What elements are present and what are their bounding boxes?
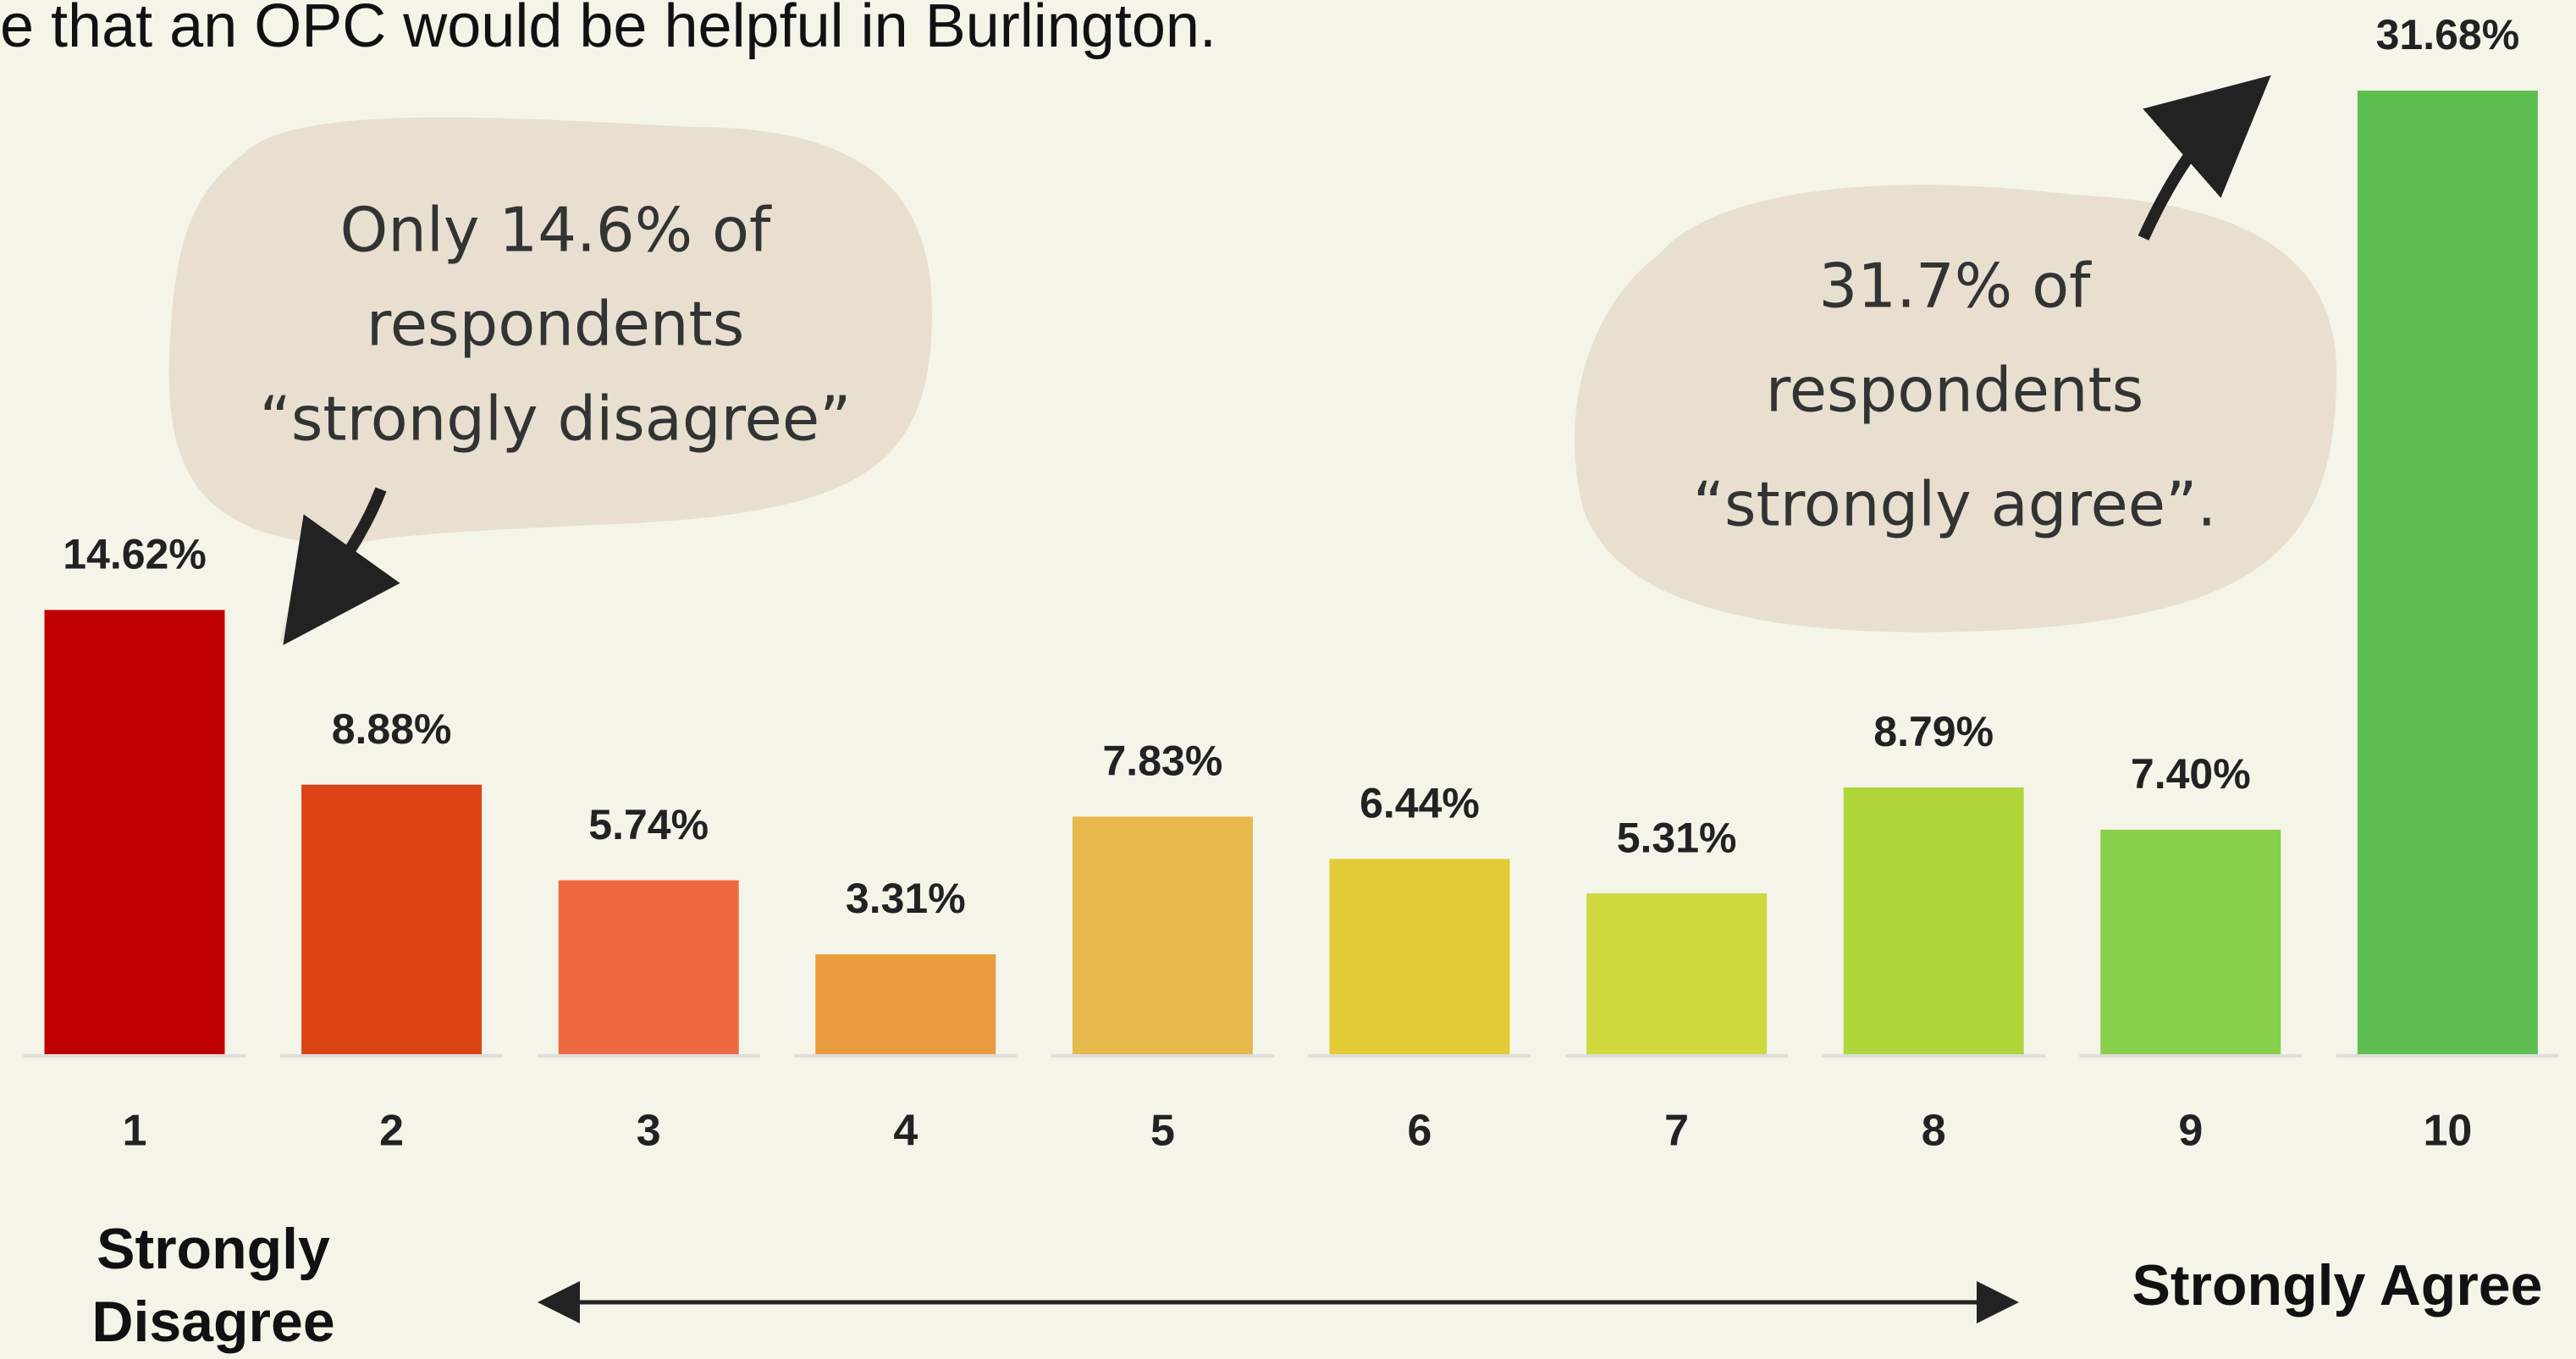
value-label: 3.31%: [846, 875, 966, 922]
annotation-text: “strongly agree”.: [1693, 469, 2217, 540]
bar: [1330, 859, 1510, 1055]
bar: [45, 610, 225, 1055]
x-tick-label: 10: [2423, 1107, 2472, 1156]
x-tick-label: 7: [1664, 1107, 1689, 1156]
bar: [2358, 91, 2538, 1055]
annotation-text: Only 14.6% of: [340, 195, 772, 266]
value-label: 31.68%: [2376, 11, 2520, 58]
bar: [1073, 816, 1253, 1055]
annotation-text: “strongly disagree”: [260, 384, 852, 455]
value-label: 5.31%: [1617, 814, 1737, 861]
scale-label: Strongly Agree: [2132, 1253, 2543, 1318]
annotation-text: respondents: [367, 289, 745, 360]
annotation-text: 31.7% of: [1818, 251, 2092, 322]
value-label: 6.44%: [1360, 780, 1480, 827]
value-label: 7.40%: [2131, 750, 2251, 798]
bar: [559, 881, 739, 1055]
bar: [1586, 893, 1767, 1055]
annotation-text: respondents: [1766, 355, 2144, 426]
x-tick-label: 3: [637, 1107, 661, 1156]
chart: e that an OPC would be helpful in Burlin…: [0, 0, 2576, 1359]
value-label: 8.88%: [332, 705, 452, 753]
chart-title: e that an OPC would be helpful in Burlin…: [0, 0, 1216, 60]
bar: [815, 954, 996, 1055]
bar: [301, 785, 482, 1055]
value-label: 7.83%: [1103, 738, 1223, 785]
x-tick-label: 8: [1922, 1107, 1946, 1156]
x-tick-label: 4: [893, 1107, 918, 1156]
value-label: 14.62%: [63, 531, 207, 578]
bar: [1844, 787, 2024, 1055]
x-tick-label: 2: [379, 1107, 404, 1156]
x-tick-label: 1: [123, 1107, 147, 1156]
value-label: 8.79%: [1873, 708, 1994, 755]
value-label: 5.74%: [588, 801, 709, 848]
bar: [2100, 830, 2281, 1055]
x-tick-label: 9: [2178, 1107, 2203, 1156]
page: {"chart_data": {"type": "bar", "title": …: [0, 0, 2576, 1359]
x-tick-label: 5: [1150, 1107, 1175, 1156]
x-tick-label: 6: [1408, 1107, 1432, 1156]
